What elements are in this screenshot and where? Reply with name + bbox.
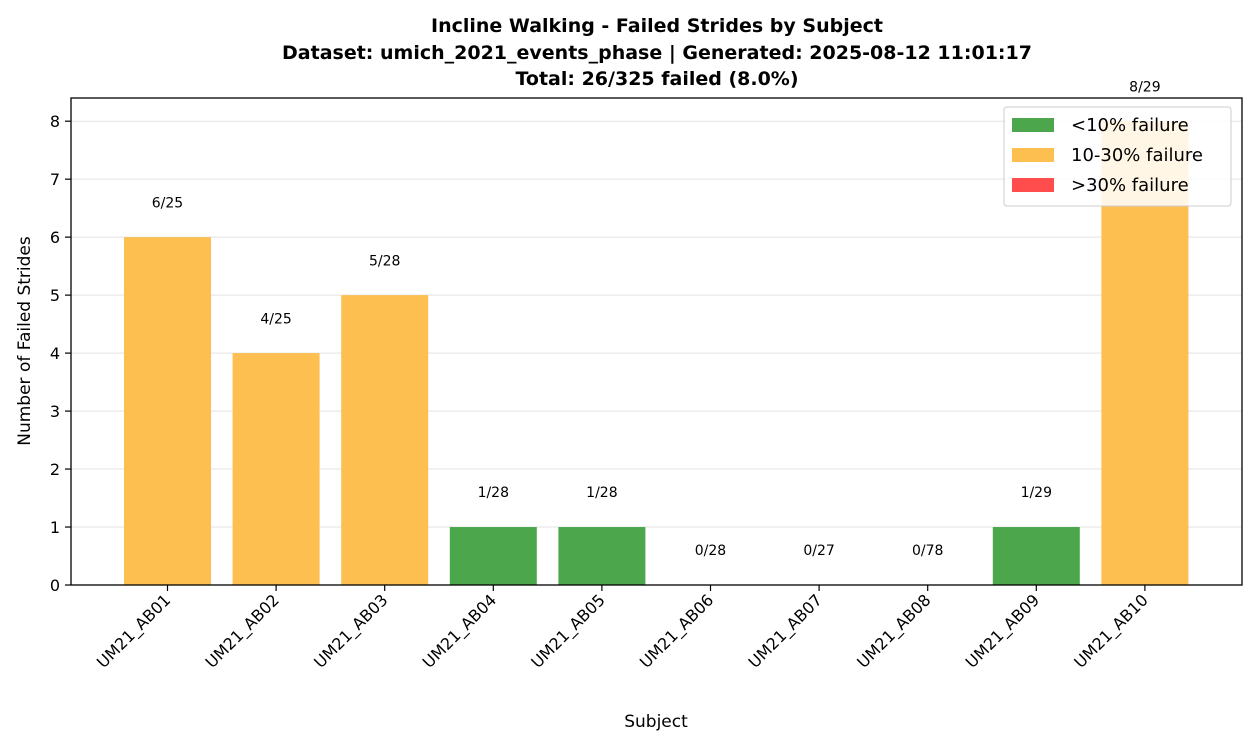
chart-title-line-1: Incline Walking - Failed Strides by Subj…	[431, 15, 883, 37]
x-tick-label: UM21_AB06	[636, 590, 718, 672]
y-tick-label: 3	[50, 402, 60, 421]
bar-data-label: 8/29	[1129, 79, 1160, 95]
y-tick-label: 8	[50, 112, 60, 131]
bar-data-labels: 6/25 4/25 5/28 1/28 1/28 0/28 0/27 0/78 1/29 8/29	[152, 79, 1161, 559]
legend-box	[1003, 106, 1232, 207]
y-tick-label: 4	[50, 344, 60, 363]
y-tick-label: 6	[50, 228, 60, 247]
x-tick-label: UM21_AB08	[853, 590, 935, 672]
legend-swatch	[1012, 118, 1054, 132]
legend-swatch	[1012, 178, 1054, 192]
y-tick-label: 5	[50, 286, 60, 305]
x-tick-label: UM21_AB07	[745, 590, 827, 672]
y-axis-label: Number of Failed Strides	[15, 236, 35, 446]
bar-data-label: 0/27	[803, 543, 834, 559]
y-tick-label: 1	[50, 518, 60, 537]
bar-data-label: 4/25	[260, 311, 291, 327]
x-tick-label: UM21_AB02	[202, 590, 284, 672]
bar-data-label: 6/25	[152, 195, 183, 211]
legend-label: 10-30% failure	[1071, 145, 1203, 166]
chart-title-line-2: Dataset: umich_2021_events_phase | Gener…	[282, 42, 1032, 64]
bar-data-label: 5/28	[369, 253, 400, 269]
y-axis: 0 1 2 3 4 5 6 7 8	[50, 112, 71, 595]
y-tick-label: 7	[50, 170, 60, 189]
bar	[992, 527, 1080, 585]
legend-label: >30% failure	[1071, 175, 1189, 196]
x-tick-label: UM21_AB01	[93, 590, 175, 672]
chart-title: Incline Walking - Failed Strides by Subj…	[282, 15, 1032, 90]
bar-data-label: 1/28	[586, 485, 617, 501]
y-tick-label: 0	[50, 576, 60, 595]
x-tick-label: UM21_AB10	[1070, 590, 1152, 672]
bar	[341, 295, 429, 585]
bar-data-label: 0/78	[912, 543, 943, 559]
bar	[449, 527, 537, 585]
bar	[124, 237, 211, 585]
x-tick-label: UM21_AB05	[527, 590, 609, 672]
x-tick-label: UM21_AB04	[419, 590, 501, 672]
legend: <10% failure 10-30% failure >30% failure	[1003, 106, 1232, 207]
chart-title-line-3: Total: 26/325 failed (8.0%)	[515, 68, 798, 90]
plot-frame	[70, 97, 1243, 586]
bar	[558, 527, 646, 585]
bars	[124, 121, 1189, 585]
x-tick-label: UM21_AB03	[310, 590, 392, 672]
x-axis-label: Subject	[624, 712, 688, 732]
bar-data-label: 0/28	[695, 543, 726, 559]
bar-data-label: 1/29	[1021, 485, 1052, 501]
x-tick-label: UM21_AB09	[962, 590, 1044, 672]
x-axis: UM21_AB01 UM21_AB02 UM21_AB03 UM21_AB04 UM21…	[93, 585, 1152, 673]
y-tick-label: 2	[50, 460, 60, 479]
bar-data-label: 1/28	[478, 485, 509, 501]
bar	[232, 353, 320, 585]
legend-swatch	[1012, 148, 1054, 162]
legend-label: <10% failure	[1071, 115, 1189, 136]
